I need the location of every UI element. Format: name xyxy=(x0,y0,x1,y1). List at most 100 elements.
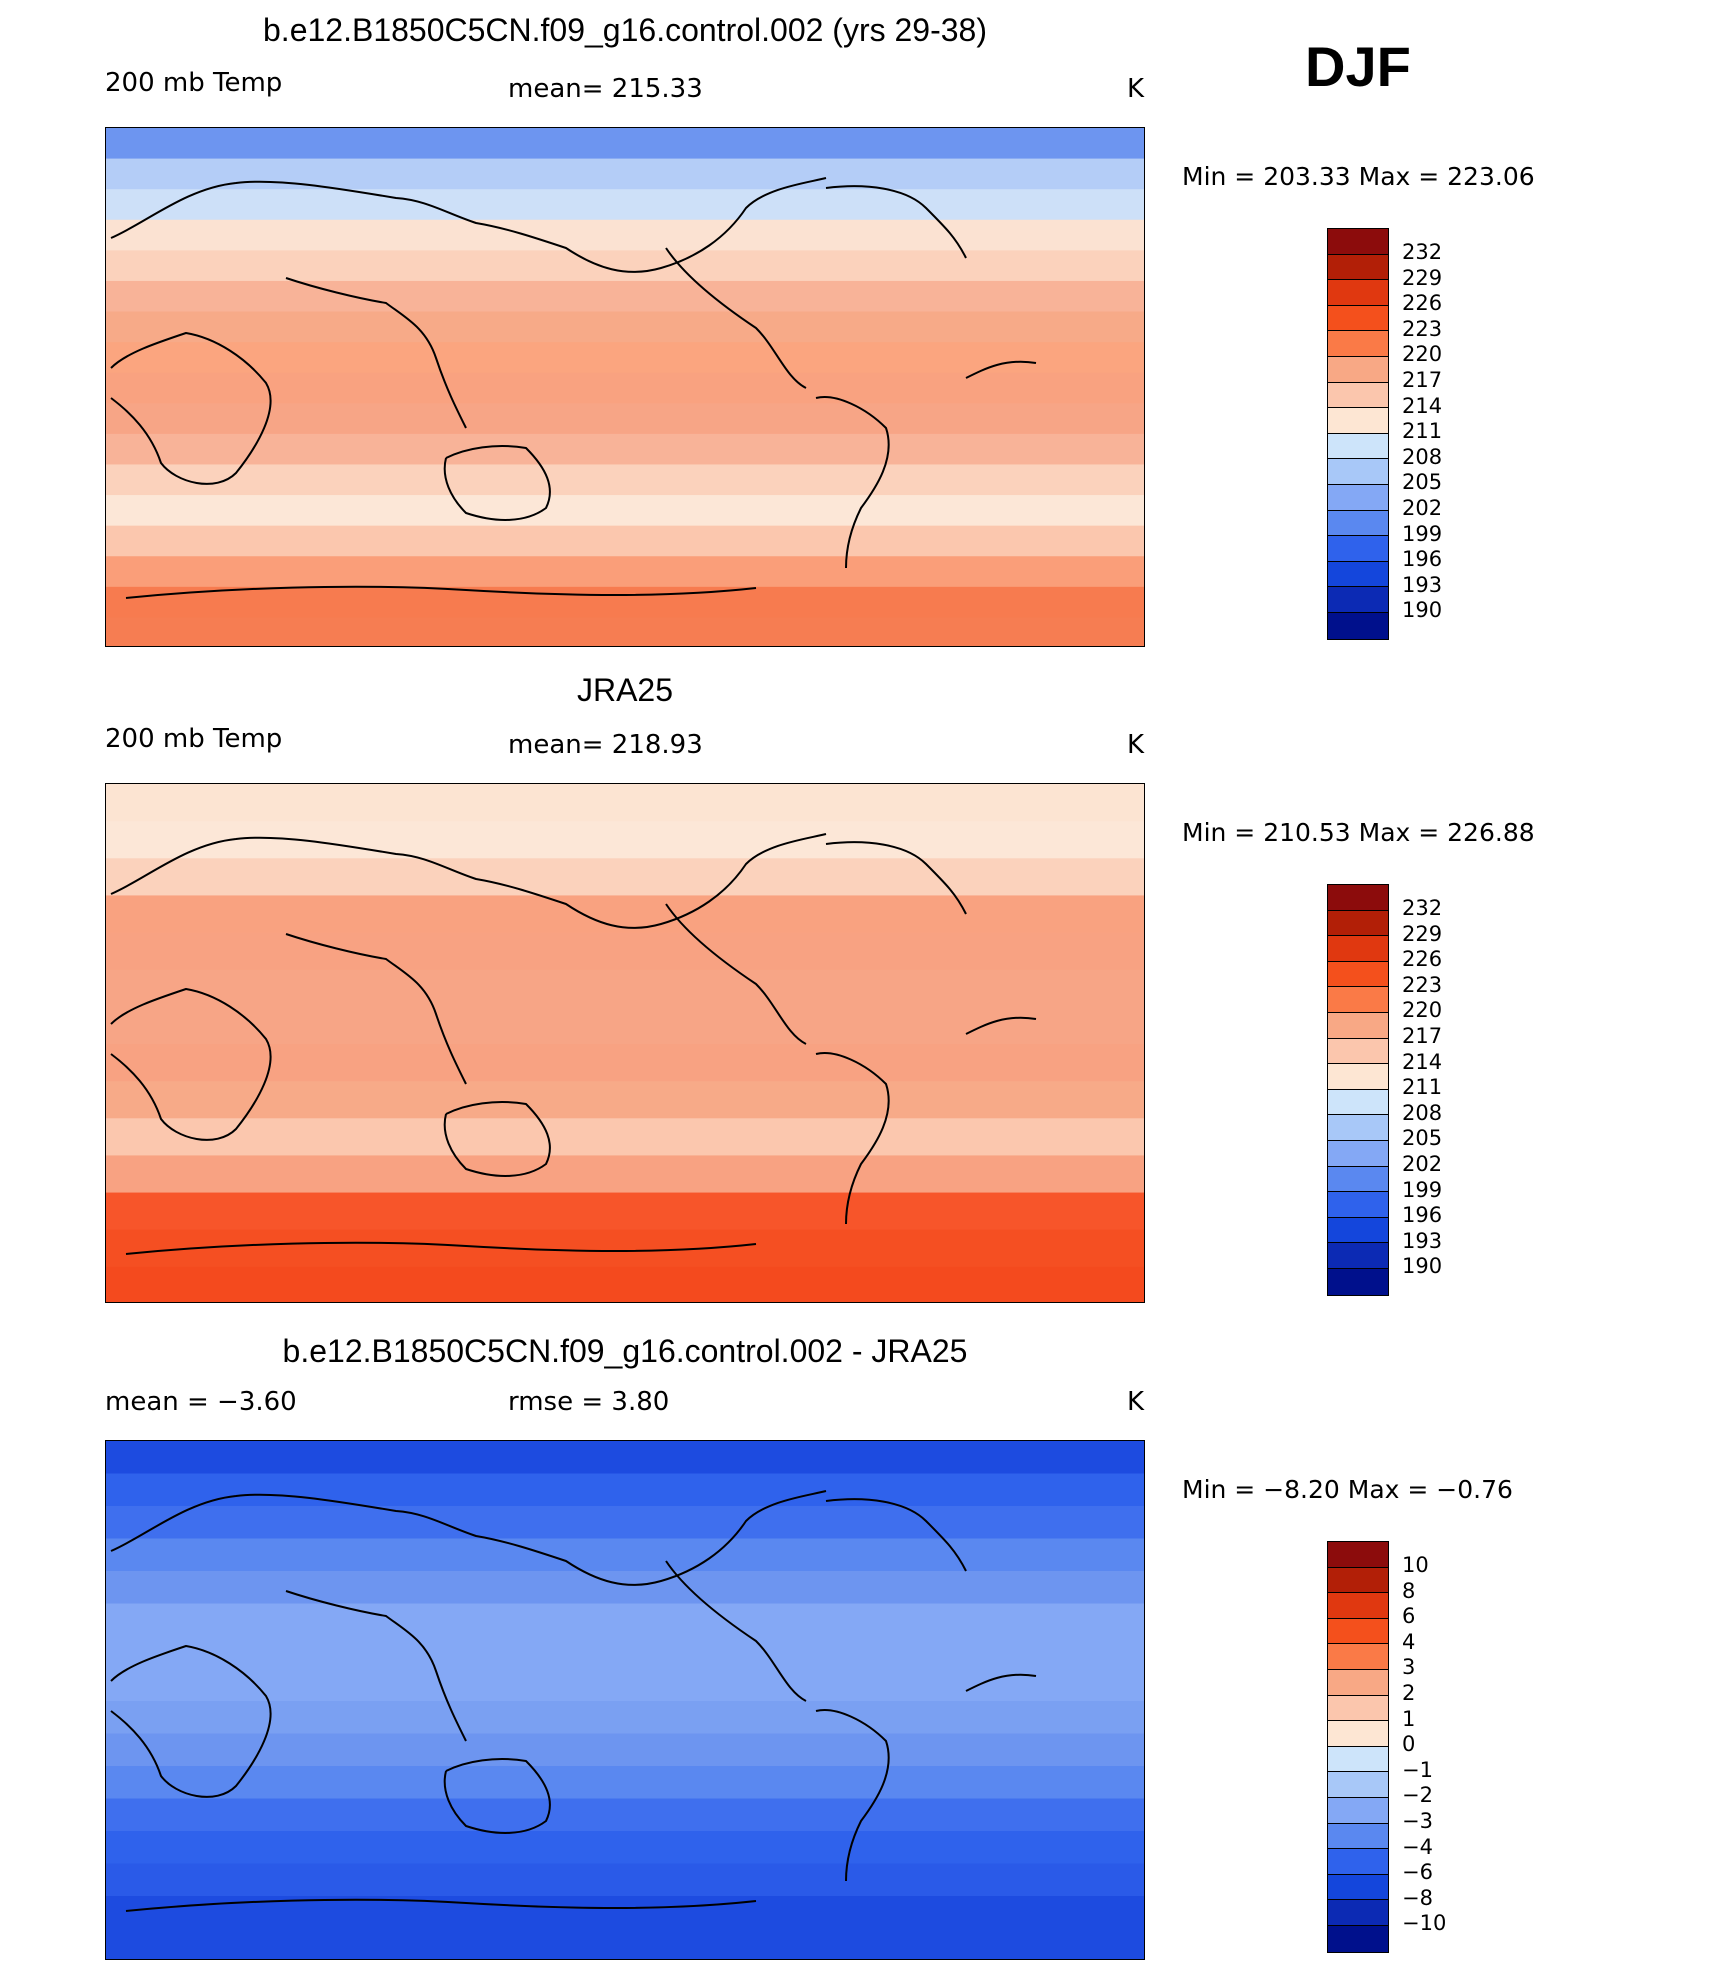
colorbar-segment xyxy=(1328,885,1388,911)
panel-1-colorbar-labels: 232 229 226 223 220 217 214 211 208 205 202 199 196 1… xyxy=(1402,240,1442,624)
contour-band xyxy=(106,1006,1144,1045)
colorbar-tick-label: 190 xyxy=(1402,598,1443,623)
colorbar-segment xyxy=(1328,331,1388,357)
colorbar-segment xyxy=(1328,1797,1388,1824)
colorbar-tick-label: 10 xyxy=(1402,1553,1429,1577)
colorbar-tick-label: −8 xyxy=(1402,1885,1433,1910)
contour-band xyxy=(106,189,1144,221)
contour-band xyxy=(106,1266,1144,1302)
colorbar-segment xyxy=(1328,1618,1388,1645)
panel-3-units-label: K xyxy=(1127,1387,1145,1417)
panel-3-mean-label: mean = −3.60 xyxy=(105,1387,297,1417)
contour-band xyxy=(106,1798,1144,1832)
panel-1-units-label: K xyxy=(1127,74,1145,104)
contour-band xyxy=(106,219,1144,251)
colorbar-tick-label: −1 xyxy=(1402,1757,1433,1782)
contour-band xyxy=(106,1229,1144,1268)
colorbar-tick-label: 211 xyxy=(1402,1075,1443,1100)
colorbar-segment xyxy=(1328,1874,1388,1901)
colorbar-tick-label: 208 xyxy=(1402,444,1443,469)
contour-band xyxy=(106,403,1144,435)
colorbar-segment xyxy=(1328,1669,1388,1696)
contour-band xyxy=(106,1603,1144,1637)
coastline-icon xyxy=(110,177,1037,599)
contour-band xyxy=(106,311,1144,343)
panel-1-mean-label: mean= 215.33 xyxy=(508,74,703,104)
colorbar-segment xyxy=(1328,1695,1388,1722)
colorbar-tick-label: 220 xyxy=(1402,342,1443,367)
contour-band xyxy=(106,1668,1144,1702)
colorbar-segment xyxy=(1328,1217,1388,1244)
contour-band xyxy=(106,1506,1144,1540)
panel-1-colorbar xyxy=(1327,228,1389,640)
colorbar-tick-label: 196 xyxy=(1402,547,1443,572)
contour-band xyxy=(106,1766,1144,1800)
contour-band xyxy=(106,1928,1144,1959)
panel-2-variable-label: 200 mb Temp xyxy=(105,724,283,754)
contour-band xyxy=(106,969,1144,1008)
contour-band xyxy=(106,1155,1144,1194)
panel-3-minmax: Min = −8.20 Max = −0.76 xyxy=(1182,1475,1513,1504)
colorbar-segment xyxy=(1328,987,1388,1013)
panel-2-title: JRA25 xyxy=(576,672,674,708)
contour-band xyxy=(106,586,1144,619)
contour-band xyxy=(106,342,1144,374)
colorbar-segment xyxy=(1328,1115,1388,1141)
colorbar-segment xyxy=(1328,1721,1388,1747)
panel-2-units-label: K xyxy=(1127,730,1145,760)
contour-band xyxy=(106,1081,1144,1119)
panel-1-variable-label: 200 mb Temp xyxy=(105,68,283,98)
colorbar-tick-label: 199 xyxy=(1402,1177,1443,1202)
colorbar-segment xyxy=(1328,1012,1388,1039)
contour-band xyxy=(106,821,1144,859)
colorbar-tick-label: 226 xyxy=(1402,947,1443,972)
colorbar-segment xyxy=(1328,612,1388,639)
colorbar-segment xyxy=(1328,1567,1388,1594)
panel-3-title: b.e12.B1850C5CN.f09_g16.control.002 - JR… xyxy=(282,1333,968,1369)
contour-band xyxy=(106,1571,1144,1605)
colorbar-segment xyxy=(1328,961,1388,988)
season-label: DJF xyxy=(1305,35,1411,98)
colorbar-tick-label: 4 xyxy=(1402,1629,1416,1654)
colorbar-segment xyxy=(1328,587,1388,613)
colorbar-tick-label: 223 xyxy=(1402,972,1443,997)
colorbar-tick-label: 217 xyxy=(1402,1023,1443,1048)
colorbar-segment xyxy=(1328,1925,1388,1952)
colorbar-segment xyxy=(1328,408,1388,434)
panel-1-minmax: Min = 203.33 Max = 223.06 xyxy=(1182,162,1535,191)
panel-1-title: b.e12.B1850C5CN.f09_g16.control.002 (yrs… xyxy=(263,12,987,48)
panel-1-map xyxy=(105,127,1145,647)
contour-band xyxy=(106,525,1144,557)
contour-band xyxy=(106,1538,1144,1572)
contour-band xyxy=(106,1733,1144,1767)
colorbar-segment xyxy=(1328,1089,1388,1116)
contour-band xyxy=(106,464,1144,496)
contour-band xyxy=(106,128,1144,160)
colorbar-tick-label: −2 xyxy=(1402,1783,1433,1808)
colorbar-tick-label: 199 xyxy=(1402,521,1443,546)
colorbar-tick-label: 2 xyxy=(1402,1680,1416,1705)
colorbar-tick-label: −10 xyxy=(1402,1911,1447,1936)
contour-band xyxy=(106,372,1144,404)
colorbar-segment xyxy=(1328,561,1388,588)
contour-map-icon xyxy=(106,784,1144,1302)
colorbar-tick-label: 190 xyxy=(1402,1254,1443,1279)
contour-band xyxy=(106,1863,1144,1897)
contour-band xyxy=(106,556,1144,588)
colorbar-tick-label: 217 xyxy=(1402,367,1443,392)
coastline-icon xyxy=(110,1490,1037,1912)
colorbar-segment xyxy=(1328,1166,1388,1193)
colorbar-segment xyxy=(1328,305,1388,332)
contour-band xyxy=(106,1192,1144,1231)
colorbar-segment xyxy=(1328,1192,1388,1218)
contour-map-icon xyxy=(106,1441,1144,1959)
contour-band xyxy=(106,617,1144,646)
coastline-icon xyxy=(110,833,1037,1255)
colorbar-segment xyxy=(1328,356,1388,383)
panel-3-colorbar xyxy=(1327,1541,1389,1953)
colorbar-tick-label: 214 xyxy=(1402,393,1443,418)
colorbar-tick-label: −4 xyxy=(1402,1834,1433,1859)
colorbar-segment xyxy=(1328,1644,1388,1670)
panel-3-colorbar-labels: 10 8 6 4 3 2 1 0 −1 −2 −3 −4 −6 −8 −10 xyxy=(1402,1553,1446,1937)
contour-band xyxy=(106,1636,1144,1670)
